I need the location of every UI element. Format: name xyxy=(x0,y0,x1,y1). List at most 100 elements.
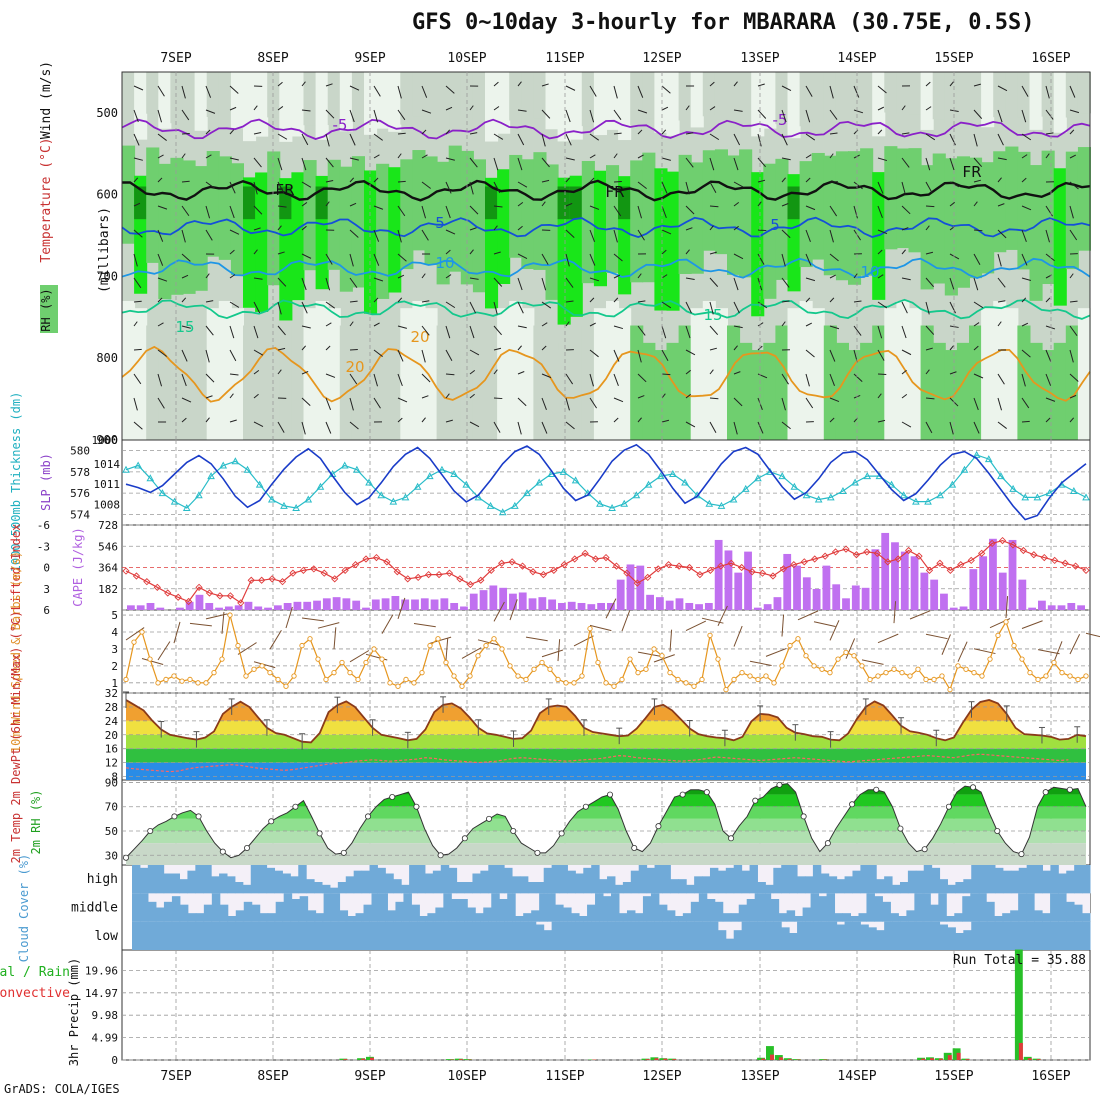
wind-barb xyxy=(325,253,333,265)
wind-barb xyxy=(925,397,935,400)
cloud-cell-middle xyxy=(922,893,931,922)
cape-bar xyxy=(254,606,263,610)
wind-barb xyxy=(925,81,931,87)
wind-barb xyxy=(877,349,885,361)
cape-bar xyxy=(959,606,968,610)
li-tick: 6 xyxy=(43,604,50,617)
wind10m-barb xyxy=(253,661,276,669)
cloud-cell-high xyxy=(519,876,529,894)
cape-bar xyxy=(518,592,527,610)
cape-bar xyxy=(753,607,762,610)
value-tick: 24 xyxy=(105,715,119,728)
wind-barb xyxy=(1045,417,1051,423)
rh-point xyxy=(171,813,178,820)
wind-barb xyxy=(301,181,312,188)
li-point xyxy=(664,561,673,569)
cloud-cell-high xyxy=(733,865,743,894)
wind-barb xyxy=(805,349,815,358)
cape-bar xyxy=(264,607,272,610)
run-total: Run Total = 35.88 xyxy=(953,953,1086,968)
rh-cell xyxy=(1065,151,1079,270)
wind10m-point xyxy=(187,676,193,683)
rh-cell xyxy=(690,308,704,440)
wind-barb xyxy=(373,322,380,327)
thickness-point xyxy=(486,501,495,509)
rh-cell xyxy=(1077,147,1091,251)
rh-point xyxy=(994,828,1001,835)
wind-barb xyxy=(661,229,672,235)
rh-cell xyxy=(823,72,837,122)
cloud-cell-middle xyxy=(666,910,676,922)
cloud-cell-low xyxy=(828,921,838,950)
cloud-cell-middle xyxy=(203,904,213,922)
wind-barb xyxy=(133,421,143,430)
cloud-cell-middle xyxy=(1074,904,1083,922)
wind10m-point xyxy=(531,666,537,672)
cloud-cell-high xyxy=(852,870,861,894)
temp-band xyxy=(126,734,1086,749)
wind-barb xyxy=(685,249,690,255)
wind-barb xyxy=(565,277,574,288)
wind-barb xyxy=(1045,373,1052,386)
rh-cell xyxy=(364,72,378,135)
wind-barb xyxy=(541,322,548,327)
cape-bar xyxy=(450,602,459,610)
li-point xyxy=(404,575,412,583)
rh-cell xyxy=(1005,72,1019,113)
wind-barb xyxy=(541,277,547,291)
cloud-cell-low xyxy=(599,921,608,950)
rh-cell xyxy=(654,168,668,311)
rh-cell xyxy=(218,300,232,440)
precip-conv-bar xyxy=(343,1059,348,1060)
wind-barb xyxy=(973,201,978,207)
cloud-cell-low xyxy=(757,921,766,950)
cloud-cell-high xyxy=(899,882,909,894)
wind-barb xyxy=(805,154,812,159)
li-point xyxy=(1009,541,1017,549)
wind10m-point xyxy=(859,663,865,669)
rh-cell xyxy=(944,72,958,124)
thickness-point xyxy=(912,497,920,505)
thickness-point xyxy=(851,478,859,486)
rh-cell xyxy=(860,72,874,115)
wind-barb xyxy=(901,181,906,195)
cloud-cell-low xyxy=(559,921,568,950)
cloud-cell-high xyxy=(662,865,671,894)
cloud-cell-high xyxy=(804,876,814,894)
rh-cell xyxy=(424,72,438,122)
wind-barb xyxy=(157,373,163,387)
cloud-cell-low xyxy=(1074,921,1083,950)
precip-total-bar xyxy=(366,1056,374,1060)
rh-cell xyxy=(872,72,886,137)
wind10m-point xyxy=(843,649,849,655)
wind-barb xyxy=(301,370,309,375)
thickness-point xyxy=(316,482,325,490)
cloud-cell-high xyxy=(432,870,442,894)
cloud-cell-high xyxy=(915,870,925,894)
rh-cell xyxy=(666,342,680,440)
thickness-point xyxy=(790,482,799,490)
wind-barb xyxy=(589,373,594,387)
wind-barb xyxy=(1069,349,1074,363)
wind10m-barb xyxy=(525,636,548,642)
rh-cell xyxy=(351,156,365,288)
wind-barb xyxy=(925,369,930,375)
rh-cell xyxy=(424,156,438,265)
temp-line xyxy=(125,699,1087,744)
wind-barb xyxy=(757,229,767,232)
rh-cell xyxy=(606,300,620,440)
wind-barb xyxy=(565,373,574,385)
cloud-cell-low xyxy=(139,921,149,950)
rh-cell xyxy=(497,169,511,285)
li-point xyxy=(487,566,495,574)
rh-cell xyxy=(775,158,789,280)
precip-conv-bar xyxy=(965,1059,970,1060)
cape-bar xyxy=(969,569,978,610)
wind-barb xyxy=(973,421,980,434)
cape-bar xyxy=(362,607,370,610)
wind10m-barb xyxy=(1085,632,1100,638)
rh-cell xyxy=(122,72,136,112)
wind-barb xyxy=(565,229,575,238)
isotherm-10 xyxy=(121,257,1091,280)
cloud-cell-low xyxy=(171,921,181,950)
